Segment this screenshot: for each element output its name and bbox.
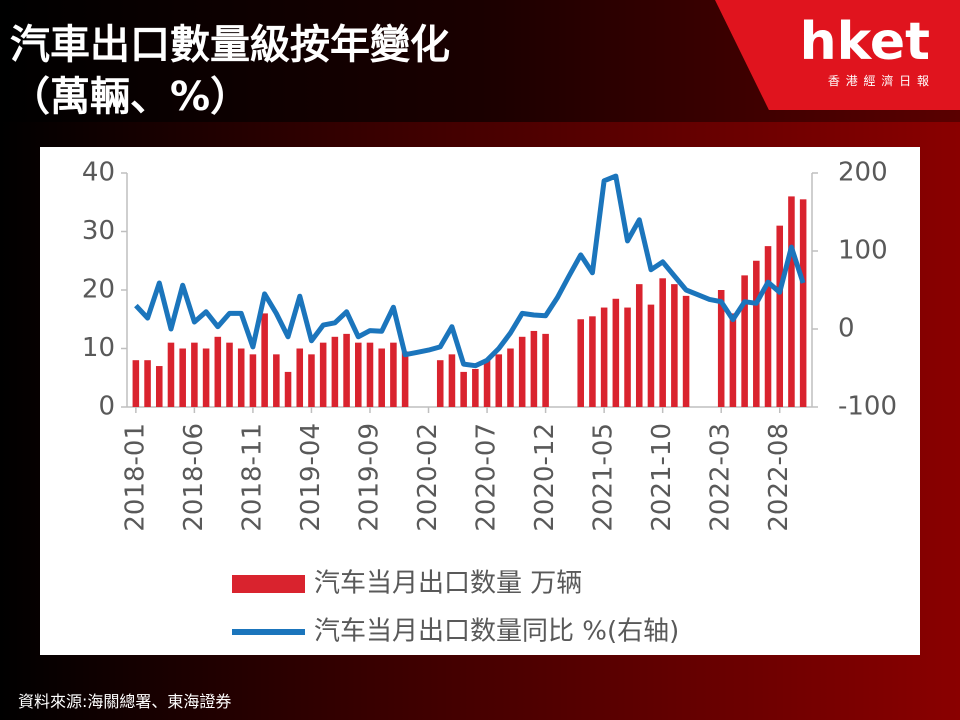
bar	[214, 336, 222, 407]
bar	[296, 348, 304, 407]
bar	[401, 351, 409, 407]
x-tick-label: 2020-12	[530, 423, 560, 532]
bar	[226, 342, 233, 407]
bar	[753, 260, 760, 407]
bar	[682, 295, 690, 407]
bar	[144, 360, 151, 407]
x-tick-label: 2020-02	[413, 423, 443, 532]
bar	[799, 199, 807, 407]
bar	[577, 319, 584, 407]
bar	[518, 336, 526, 407]
bar	[530, 330, 538, 407]
bar	[261, 313, 268, 407]
legend-label: 汽车当月出口数量同比 %(右轴)	[314, 617, 679, 647]
bar	[191, 342, 198, 407]
bar	[589, 316, 596, 407]
logo-text: hket	[799, 12, 930, 72]
bar	[436, 360, 444, 407]
bar	[788, 196, 795, 407]
subtitle: （萬輛、%）	[10, 74, 251, 120]
bar	[343, 333, 350, 407]
x-tick-label: 2019-09	[354, 423, 384, 532]
bar	[741, 275, 748, 407]
bar	[202, 348, 210, 407]
chart-panel	[40, 147, 920, 655]
bar	[647, 304, 655, 407]
bar	[659, 278, 666, 407]
bar	[155, 366, 163, 407]
x-tick-label: 2022-03	[706, 423, 736, 532]
x-tick-label: 2020-07	[472, 423, 502, 532]
bar	[764, 246, 772, 407]
bar	[331, 336, 339, 407]
x-tick-label: 2018-11	[237, 423, 267, 532]
title: 汽車出口數量級按年變化	[10, 22, 450, 68]
y-tick-label: 30	[82, 216, 115, 246]
bar	[600, 307, 608, 407]
bar	[355, 342, 362, 407]
bar	[635, 284, 643, 407]
bar	[249, 354, 257, 407]
x-tick-label: 2019-04	[296, 423, 326, 532]
bar	[390, 342, 397, 407]
bar	[776, 225, 784, 407]
y2-tick-label: -100	[838, 392, 897, 422]
legend-swatch	[232, 575, 305, 593]
bar	[472, 368, 479, 407]
bar	[624, 307, 631, 407]
bar	[179, 348, 186, 407]
bar	[671, 284, 678, 407]
bar	[237, 348, 245, 407]
bar	[378, 348, 385, 407]
logo-subtext: 香 港 經 濟 日 報	[827, 74, 930, 88]
bar	[507, 348, 514, 407]
bar	[483, 360, 491, 407]
bar	[319, 342, 327, 407]
y-tick-label: 20	[82, 275, 115, 305]
header: 汽車出口數量級按年變化 （萬輛、%） hket 香 港 經 濟 日 報	[0, 0, 960, 122]
y2-tick-label: 0	[838, 314, 855, 344]
bar	[448, 354, 456, 407]
bar	[366, 342, 374, 407]
x-tick-label: 2021-10	[647, 423, 677, 532]
y-tick-label: 10	[82, 333, 115, 363]
bar	[284, 371, 292, 407]
x-tick-label: 2022-08	[764, 423, 794, 532]
bar	[542, 333, 549, 407]
source-note: 資料來源:海關總署、東海證券	[18, 692, 232, 711]
x-tick-label: 2018-06	[179, 423, 209, 532]
x-tick-label: 2018-01	[120, 423, 150, 532]
bar	[460, 371, 467, 407]
bar	[273, 354, 280, 407]
bar	[612, 298, 620, 407]
x-tick-label: 2021-05	[589, 423, 619, 532]
bar	[495, 354, 503, 407]
bar	[132, 360, 140, 407]
y-tick-label: 40	[82, 158, 115, 188]
y-tick-label: 0	[98, 392, 115, 422]
y2-tick-label: 200	[838, 158, 888, 188]
line	[134, 173, 806, 369]
y2-tick-label: 100	[838, 236, 888, 266]
legend-label: 汽车当月出口数量 万辆	[314, 569, 582, 599]
bar	[729, 313, 737, 407]
bar	[167, 342, 175, 407]
bar	[717, 290, 725, 407]
bar	[308, 354, 315, 407]
